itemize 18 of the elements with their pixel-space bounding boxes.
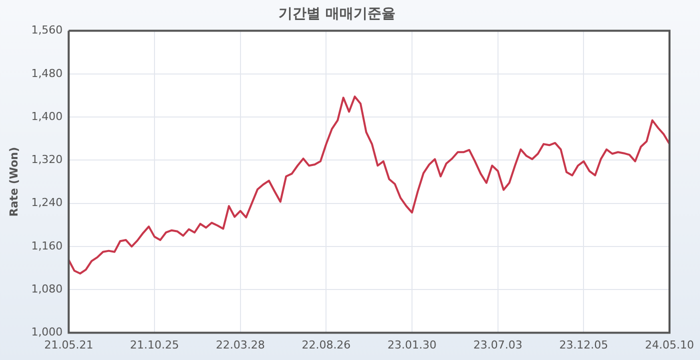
x-tick-label: 23.01.30 bbox=[388, 338, 437, 352]
y-tick-label: 1,080 bbox=[31, 282, 63, 296]
y-tick-label: 1,560 bbox=[31, 24, 63, 37]
y-tick-label: 1,320 bbox=[31, 153, 63, 166]
x-tick-label: 24.05.10 bbox=[645, 338, 694, 352]
x-tick-label: 23.07.03 bbox=[473, 338, 522, 352]
y-axis-title: Rate (Won) bbox=[7, 146, 20, 217]
x-tick-label: 21.05.21 bbox=[44, 338, 94, 352]
y-tick-label: 1,240 bbox=[31, 196, 63, 210]
x-tick-label: 23.12.05 bbox=[559, 338, 608, 352]
y-tick-label: 1,400 bbox=[31, 110, 63, 123]
y-tick-label: 1,480 bbox=[31, 66, 63, 80]
y-tick-label: 1,000 bbox=[31, 326, 63, 339]
x-tick-label: 22.08.26 bbox=[302, 338, 351, 352]
x-tick-label: 22.03.28 bbox=[216, 338, 265, 352]
x-tick-label: 21.10.25 bbox=[130, 338, 180, 352]
chart-title: 기간별 매매기준율 bbox=[278, 6, 396, 22]
y-tick-label: 1,160 bbox=[31, 239, 63, 252]
